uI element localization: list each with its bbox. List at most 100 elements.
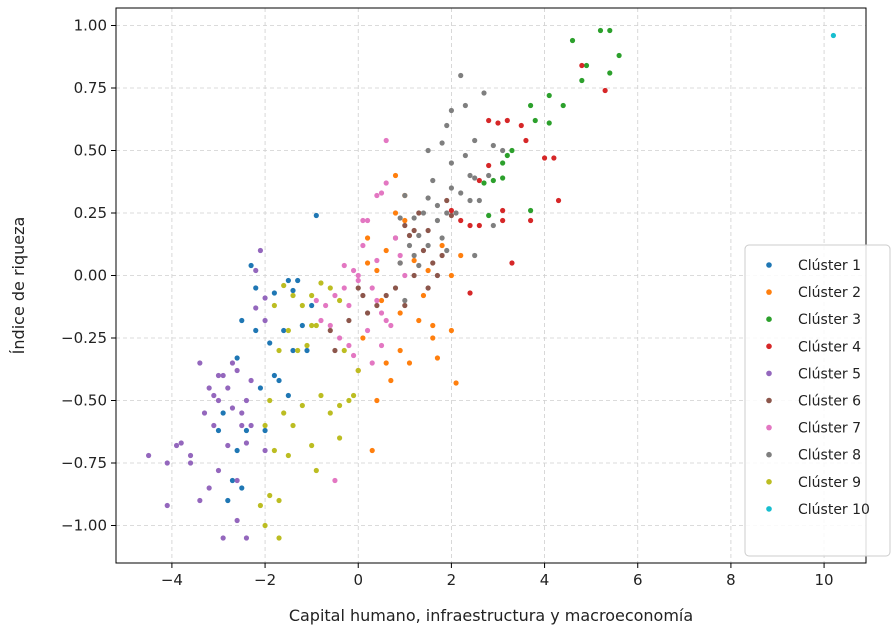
data-point-cluster-4: [500, 207, 506, 214]
data-point-cluster-10: [830, 32, 836, 39]
data-point-cluster-2: [434, 355, 441, 361]
data-point-cluster-3: [579, 77, 585, 84]
data-point-cluster-7: [323, 302, 329, 309]
data-point-cluster-9: [276, 535, 282, 541]
data-point-cluster-2: [360, 335, 366, 341]
data-point-cluster-9: [267, 397, 273, 404]
data-point-cluster-9: [309, 322, 315, 329]
data-point-cluster-7: [346, 342, 352, 349]
data-point-cluster-7: [383, 317, 389, 324]
data-point-cluster-2: [416, 317, 422, 324]
legend-marker: [766, 506, 772, 512]
data-point-cluster-4: [500, 217, 506, 224]
data-point-cluster-4: [486, 117, 492, 124]
data-point-cluster-8: [472, 252, 478, 259]
data-point-cluster-3: [481, 180, 487, 186]
y-tick-label: 0.00: [74, 267, 107, 285]
legend-marker: [766, 262, 772, 268]
x-tick-label: 6: [633, 571, 643, 589]
data-point-cluster-6: [364, 310, 371, 316]
data-point-cluster-6: [439, 252, 445, 259]
data-point-cluster-8: [416, 232, 422, 239]
data-point-cluster-8: [439, 235, 445, 241]
data-point-cluster-1: [248, 262, 254, 269]
data-point-cluster-3: [546, 92, 552, 99]
data-point-cluster-9: [290, 422, 296, 429]
data-point-cluster-1: [285, 277, 291, 284]
data-point-cluster-5: [243, 397, 250, 404]
y-axis-label: Índice de riqueza: [9, 217, 28, 355]
y-tick-label: 0.25: [74, 204, 107, 222]
data-point-cluster-7: [364, 327, 371, 334]
data-point-cluster-1: [215, 427, 222, 434]
data-point-cluster-4: [509, 260, 515, 266]
data-point-cluster-1: [243, 427, 250, 434]
data-point-cluster-8: [458, 72, 464, 79]
data-point-cluster-2: [453, 380, 459, 386]
data-point-cluster-2: [374, 397, 380, 404]
data-point-cluster-9: [318, 280, 324, 286]
y-tick-label: −0.25: [61, 329, 107, 347]
legend-marker: [766, 451, 772, 458]
data-point-cluster-2: [383, 247, 389, 254]
data-point-cluster-7: [341, 285, 347, 291]
data-point-cluster-7: [350, 267, 357, 274]
data-point-cluster-8: [397, 215, 403, 221]
data-point-cluster-6: [425, 285, 431, 291]
data-point-cluster-5: [234, 367, 240, 374]
data-point-cluster-5: [206, 485, 212, 491]
data-point-cluster-8: [490, 142, 496, 149]
data-point-cluster-2: [406, 360, 413, 366]
data-point-cluster-8: [406, 242, 413, 249]
data-point-cluster-1: [285, 392, 291, 399]
data-point-cluster-8: [402, 192, 408, 199]
data-point-cluster-9: [313, 467, 319, 474]
data-point-cluster-8: [420, 210, 427, 216]
data-point-cluster-7: [355, 277, 361, 284]
data-point-cluster-6: [448, 212, 455, 219]
legend-marker: [766, 343, 772, 350]
legend-label: Clúster 2: [798, 285, 861, 301]
data-point-cluster-4: [504, 117, 510, 124]
data-point-cluster-6: [346, 317, 352, 324]
data-point-cluster-9: [318, 392, 324, 399]
data-point-cluster-6: [430, 260, 436, 266]
data-point-cluster-4: [495, 120, 501, 126]
data-point-cluster-5: [262, 317, 268, 324]
data-point-cluster-2: [425, 267, 431, 274]
data-point-cluster-8: [472, 175, 478, 181]
data-point-cluster-8: [444, 247, 450, 254]
x-tick-label: 10: [815, 571, 834, 589]
y-tick-label: −0.50: [61, 392, 107, 410]
data-point-cluster-4: [551, 155, 557, 161]
data-point-cluster-2: [430, 322, 436, 329]
legend-marker: [766, 316, 772, 323]
data-point-cluster-5: [215, 467, 222, 474]
legend-label: Clúster 10: [798, 502, 870, 518]
data-point-cluster-5: [173, 442, 180, 449]
data-point-cluster-1: [229, 477, 236, 484]
y-tick-label: 0.75: [74, 79, 107, 97]
data-point-cluster-4: [523, 137, 529, 144]
data-point-cluster-6: [420, 247, 427, 254]
data-point-cluster-4: [486, 162, 492, 169]
data-point-cluster-1: [295, 277, 301, 284]
x-tick-label: 0: [353, 571, 363, 589]
data-point-cluster-5: [215, 397, 222, 404]
data-point-cluster-8: [462, 152, 468, 159]
data-point-cluster-7: [374, 297, 380, 304]
data-point-cluster-3: [500, 160, 506, 166]
y-tick-label: 1.00: [74, 17, 107, 35]
data-point-cluster-3: [500, 175, 506, 181]
data-point-cluster-5: [234, 477, 240, 484]
data-point-cluster-3: [486, 212, 492, 219]
data-point-cluster-6: [402, 222, 408, 229]
data-point-cluster-3: [504, 152, 510, 159]
data-point-cluster-8: [467, 197, 473, 204]
data-point-cluster-7: [364, 217, 371, 224]
data-point-cluster-1: [220, 410, 226, 416]
data-point-cluster-5: [201, 410, 208, 416]
y-tick-label: −0.75: [61, 454, 107, 472]
data-point-cluster-7: [374, 257, 380, 264]
data-point-cluster-7: [355, 272, 361, 279]
